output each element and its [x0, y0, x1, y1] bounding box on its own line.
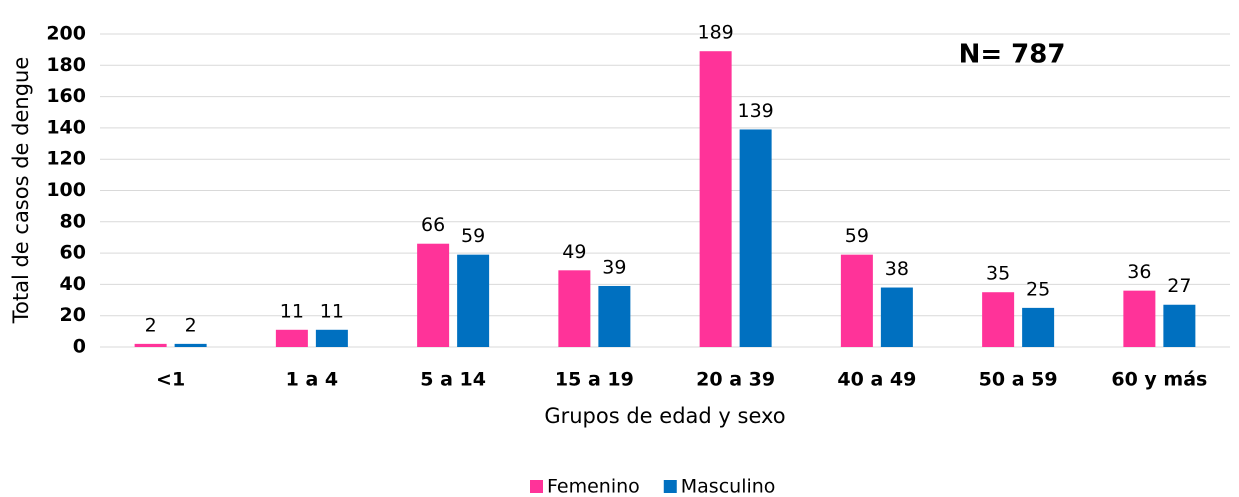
data-label: 2 [185, 314, 197, 336]
data-label: 49 [562, 241, 586, 263]
data-label: 2 [145, 314, 157, 336]
bar [275, 329, 308, 347]
y-axis-label: Total de casos de dengue [9, 57, 33, 325]
legend-swatch [530, 480, 543, 493]
bar [699, 51, 732, 348]
bar [1123, 290, 1156, 347]
x-tick-label: 50 a 59 [979, 369, 1058, 391]
data-label: 36 [1127, 261, 1151, 283]
y-tick-label: 40 [60, 273, 86, 295]
data-label: 66 [421, 214, 445, 236]
annotation: N= 787 [959, 40, 1066, 70]
x-tick-label: 40 a 49 [837, 369, 916, 391]
bar [1163, 304, 1196, 347]
x-tick-label: 15 a 19 [555, 369, 634, 391]
y-tick-label: 60 [60, 242, 86, 264]
data-label: 189 [697, 22, 733, 44]
y-tick-label: 20 [60, 304, 86, 326]
data-label: 139 [737, 100, 773, 122]
data-label: 25 [1026, 278, 1050, 300]
bar [1022, 307, 1055, 347]
x-tick-label: 1 a 4 [286, 369, 339, 391]
y-tick-label: 100 [46, 179, 86, 201]
x-tick-label: 20 a 39 [696, 369, 775, 391]
data-label: 35 [986, 263, 1010, 285]
data-label: 59 [845, 225, 869, 247]
data-label: 38 [885, 258, 909, 280]
x-tick-label: 60 y más [1111, 369, 1207, 391]
bar [417, 243, 450, 347]
y-tick-label: 180 [46, 54, 86, 76]
data-label: 59 [461, 225, 485, 247]
bar [598, 285, 631, 347]
bar [558, 270, 591, 347]
x-tick-label: 5 a 14 [420, 369, 486, 391]
legend-label: Masculino [681, 476, 776, 497]
bar [134, 343, 167, 347]
bar [457, 254, 490, 347]
bar [840, 254, 873, 347]
legend-label: Femenino [547, 476, 640, 497]
bar [982, 292, 1015, 347]
data-label: 11 [320, 300, 344, 322]
y-tick-label: 160 [46, 85, 86, 107]
bar [739, 129, 772, 347]
x-tick-label: <1 [156, 369, 185, 391]
y-tick-label: 0 [73, 336, 86, 358]
y-tick-label: 120 [46, 148, 86, 170]
data-label: 11 [280, 300, 304, 322]
bar [880, 287, 913, 347]
y-tick-label: 80 [60, 210, 86, 232]
y-tick-label: 140 [46, 116, 86, 138]
legend-swatch [663, 480, 677, 493]
x-axis-label: Grupos de edad y sexo [544, 404, 785, 428]
data-label: 39 [602, 256, 626, 278]
bar [174, 343, 207, 347]
bar [315, 329, 348, 347]
y-tick-label: 200 [46, 23, 86, 45]
data-label: 27 [1167, 275, 1191, 297]
